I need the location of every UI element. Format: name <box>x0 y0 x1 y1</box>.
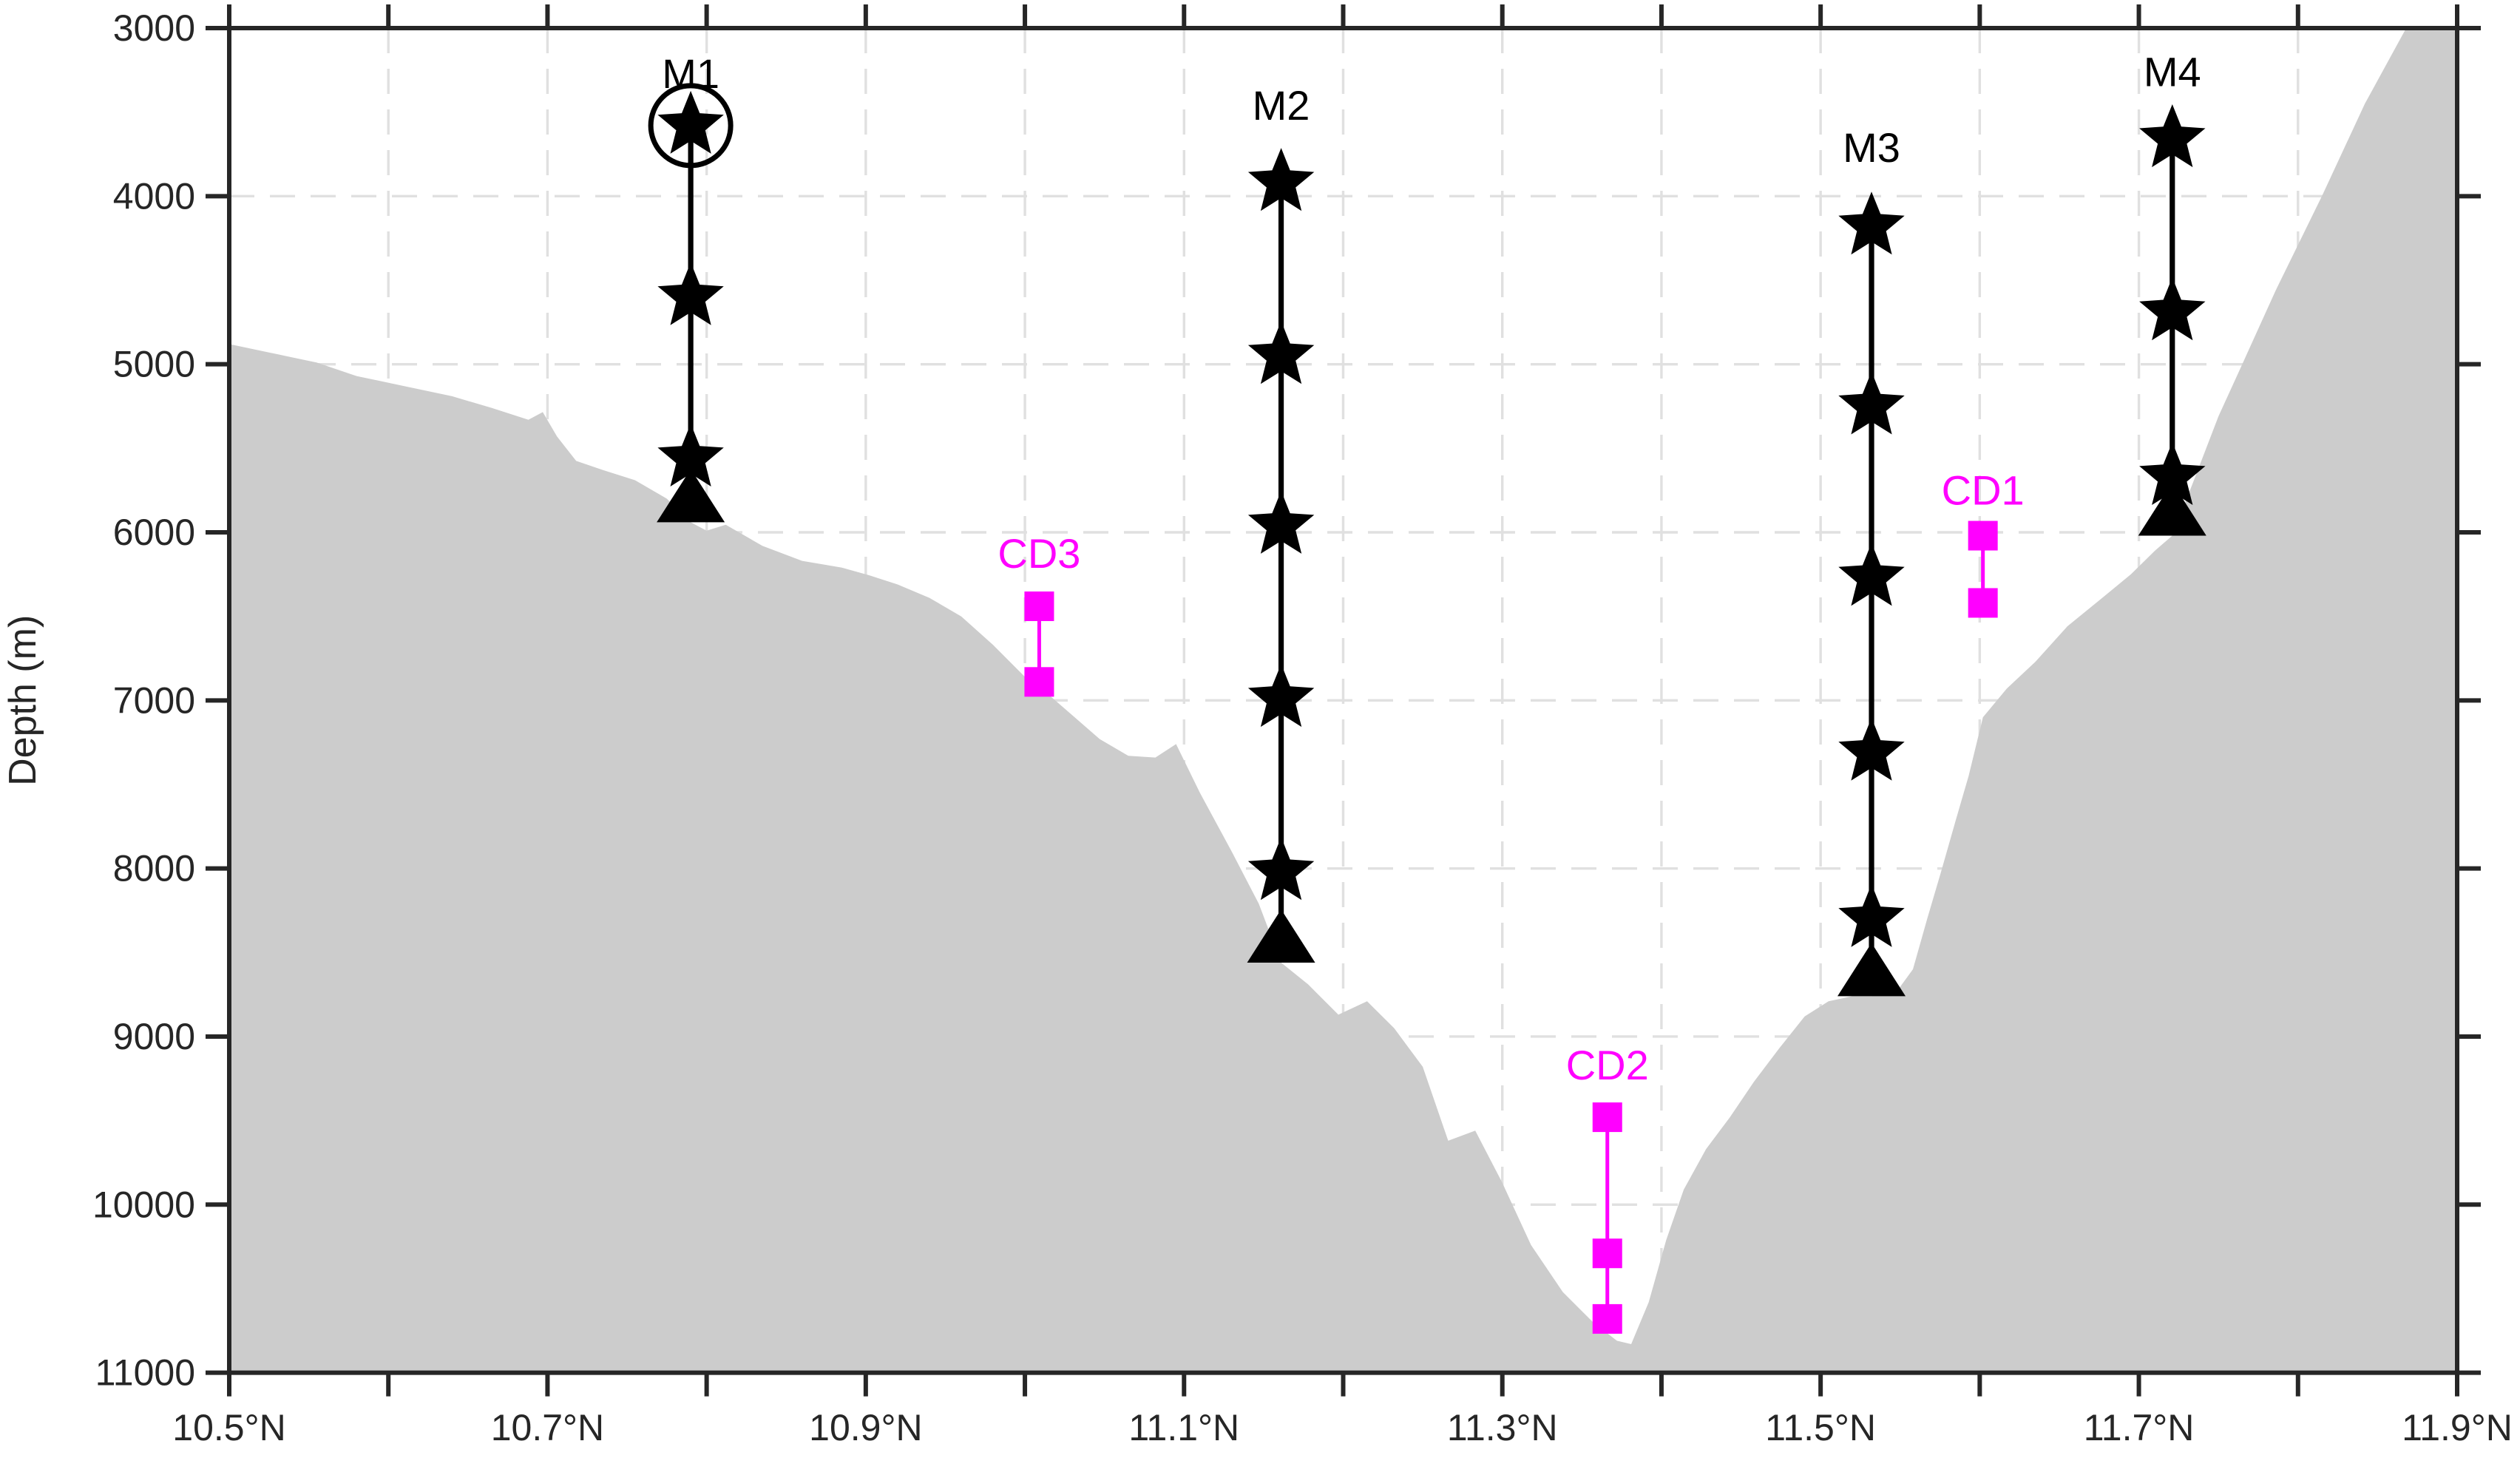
x-tick-label: 11.3°N <box>1447 1407 1558 1448</box>
x-tick-label: 10.7°N <box>491 1407 604 1448</box>
anchor-triangle <box>1838 943 1906 997</box>
instrument-star <box>657 424 724 486</box>
mooring-label-M2: M2 <box>1253 82 1310 129</box>
instrument-star <box>1838 884 1905 947</box>
instrument-star <box>657 262 724 325</box>
mooring-label-M1: M1 <box>662 50 719 97</box>
instrument-star <box>657 90 724 154</box>
instrument-star <box>1838 717 1905 781</box>
axis-layer: 10.5°N 10.7°N 10.9°N 11.1°N 11.3°N 11.5°N 11.7… <box>92 4 2513 1448</box>
ctd-square <box>1024 667 1054 697</box>
mooring-M2 <box>1247 148 1315 963</box>
x-tick-label: 10.5°N <box>172 1407 285 1448</box>
y-tick-label: 3000 <box>113 7 195 49</box>
y-tick-label: 9000 <box>113 1016 195 1057</box>
ctd-CD1 <box>1968 521 1998 618</box>
ctd-label-CD2: CD2 <box>1566 1042 1649 1088</box>
mooring-M4 <box>2138 104 2206 536</box>
ctd-square <box>1592 1102 1622 1133</box>
instrument-star <box>1247 321 1315 384</box>
ctd-square <box>1968 521 1998 551</box>
x-tick-label: 11.7°N <box>2084 1407 2195 1448</box>
x-tick-label: 11.5°N <box>1765 1407 1876 1448</box>
ctd-square <box>1592 1303 1622 1334</box>
ctd-square <box>1024 591 1054 622</box>
y-tick-label: 4000 <box>113 175 195 217</box>
instrument-star <box>2139 104 2206 168</box>
ctd-CD2 <box>1592 1102 1622 1334</box>
ctd-label-CD3: CD3 <box>998 530 1080 577</box>
y-axis-title: Depth (m) <box>1 615 44 786</box>
y-tick-label: 8000 <box>113 848 195 889</box>
instrument-star <box>1838 371 1905 435</box>
mooring-label-M3: M3 <box>1843 124 1900 171</box>
mooring-M1 <box>648 83 734 523</box>
seafloor-terrain <box>229 28 2457 1373</box>
instrument-star <box>1247 148 1315 211</box>
ctd-CD3 <box>1024 591 1054 697</box>
instrument-star <box>1838 191 1905 255</box>
ctd-square <box>1592 1238 1622 1269</box>
y-tick-label: 6000 <box>113 512 195 553</box>
y-tick-label: 5000 <box>113 344 195 385</box>
anchor-triangle <box>657 469 725 523</box>
y-tick-label: 7000 <box>113 679 195 721</box>
x-tick-label: 11.9°N <box>2402 1407 2513 1448</box>
label-layer: M1 M2 M3 M4 CD1 CD2 CD3 <box>662 49 2201 1089</box>
instrument-star <box>1838 543 1905 606</box>
y-tick-label: 10000 <box>92 1184 195 1225</box>
mooring-M3 <box>1838 191 1906 997</box>
instrument-star <box>1247 837 1315 901</box>
ctd-square <box>1968 588 1998 618</box>
anchor-triangle <box>1247 909 1315 963</box>
y-tick-label: 11000 <box>95 1352 195 1394</box>
data-layer <box>648 83 2206 1334</box>
top-instrument-circle <box>648 83 734 169</box>
instrument-star <box>1247 664 1315 728</box>
instrument-star <box>1247 490 1315 554</box>
instrument-star <box>2139 277 2206 341</box>
x-tick-label: 11.1°N <box>1128 1407 1239 1448</box>
x-tick-label: 10.9°N <box>809 1407 922 1448</box>
terrain-layer <box>229 28 2457 1373</box>
anchor-triangle <box>2138 482 2206 536</box>
mooring-label-M4: M4 <box>2144 49 2201 95</box>
ctd-label-CD1: CD1 <box>1942 467 2025 514</box>
instrument-star <box>2139 442 2206 505</box>
